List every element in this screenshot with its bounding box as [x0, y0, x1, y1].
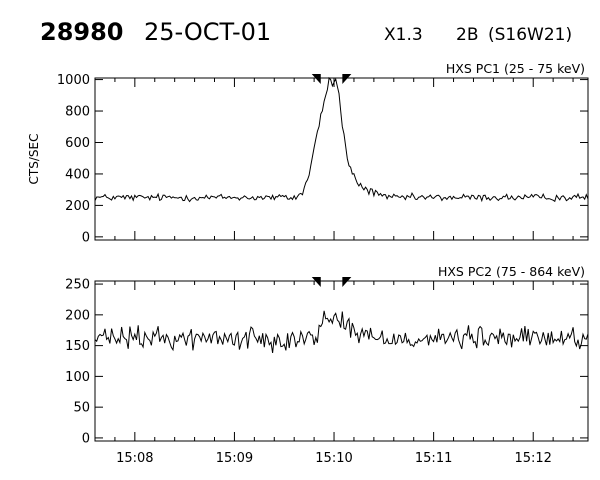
- y-tick-label: 400: [65, 167, 90, 182]
- flare-location: (S16W21): [488, 25, 572, 45]
- plot-frame: [94, 280, 589, 442]
- x-tick-label: 15:11: [415, 451, 452, 466]
- peak-marker: [311, 277, 321, 287]
- y-tick-label: 100: [65, 370, 90, 385]
- goes-class: X1.3: [384, 25, 423, 45]
- y-tick-label: 200: [65, 199, 90, 214]
- y-tick-label: 150: [65, 339, 90, 354]
- peak-marker: [311, 74, 321, 84]
- x-tick-label: 15:09: [216, 451, 253, 466]
- event-date: 25-OCT-01: [144, 18, 271, 46]
- optical-class: 2B: [456, 25, 478, 45]
- y-axis-label: CTS/SEC: [27, 134, 41, 185]
- x-tick-label: 15:12: [514, 451, 551, 466]
- y-tick-label: 50: [73, 401, 90, 416]
- light-curve: [94, 76, 589, 203]
- y-tick-label: 0: [82, 431, 90, 446]
- y-tick-label: 0: [82, 230, 90, 245]
- y-tick-label: 600: [65, 136, 90, 151]
- x-tick-label: 15:10: [315, 451, 352, 466]
- y-tick-label: 250: [65, 278, 90, 293]
- plot-frame: [94, 77, 589, 241]
- peak-marker: [342, 277, 352, 287]
- panel-pc1: 0 200 400 600 800 1000 HXS PC1 (25 - 75 keV) CT…: [27, 61, 589, 245]
- series-label: HXS PC1 (25 - 75 keV): [446, 61, 585, 76]
- peak-marker: [342, 74, 352, 84]
- light-curve: [94, 310, 589, 353]
- x-tick-label: 15:08: [116, 451, 153, 466]
- series-label: HXS PC2 (75 - 864 keV): [438, 264, 585, 279]
- event-id: 28980: [40, 18, 124, 46]
- panel-pc2: 0 50 100 150 200 250 15:08 15:09 15:10 15:11 15:12…: [65, 264, 589, 466]
- y-tick-label: 1000: [57, 73, 90, 88]
- y-tick-label: 800: [65, 105, 90, 120]
- y-tick-label: 200: [65, 308, 90, 323]
